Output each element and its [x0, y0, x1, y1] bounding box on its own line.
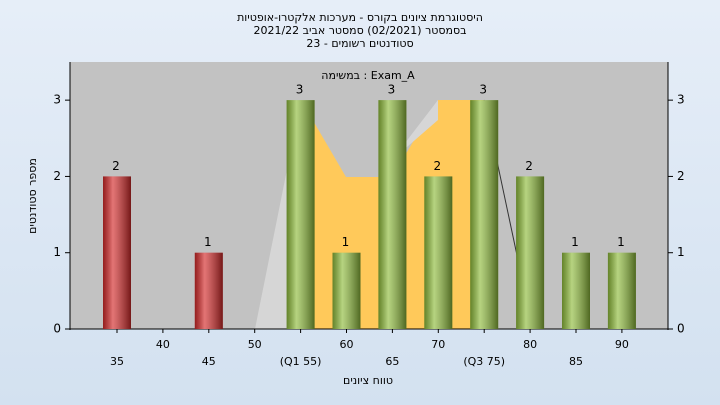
x-tick-label: 40: [156, 338, 170, 351]
y2-tick-label: 3: [677, 93, 685, 107]
title-line: היסטוגרמת ציונים בקורס - מערכות אלקטרו-א…: [237, 11, 483, 24]
bar-shine: [286, 100, 315, 330]
y-tick-label: 3: [53, 93, 61, 107]
value-label: 1: [342, 235, 350, 249]
value-label: 1: [617, 235, 625, 249]
y2-tick-label: 0: [677, 322, 685, 336]
value-label: 3: [479, 83, 487, 97]
y2-tick-label: 2: [677, 169, 685, 183]
x-tick-label: 70: [431, 338, 445, 351]
value-label: 2: [433, 159, 441, 173]
y-tick-label: 2: [53, 169, 61, 183]
value-label: 3: [388, 83, 396, 97]
x-tick-label: 50: [248, 338, 262, 351]
x-tick-label: 65: [385, 355, 399, 368]
bar-shine: [378, 100, 407, 330]
title-line: בסמסטר (02/2021) סמסטר אביב 2021/22: [253, 24, 466, 37]
value-label: 3: [296, 83, 304, 97]
bar-shine: [194, 252, 223, 329]
bar-shine: [607, 252, 636, 329]
y-axis-label: מספר סטודנטים: [26, 158, 39, 234]
bar-shine: [562, 252, 590, 329]
y-tick-label: 1: [53, 245, 61, 259]
y-tick-label: 0: [53, 322, 61, 336]
value-label: 2: [525, 159, 533, 173]
x-tick-label: 35: [110, 355, 124, 368]
x-tick-label: 90: [615, 338, 629, 351]
x-tick-label: 80: [523, 338, 537, 351]
value-label: 1: [571, 235, 579, 249]
x-tick-label: 85: [569, 355, 583, 368]
bar-shine: [470, 100, 499, 330]
x-tick-label: (Q3 75): [463, 355, 505, 368]
subtitle: במשימה : Exam_A: [321, 69, 415, 82]
bar-shine: [516, 176, 545, 329]
x-tick-label: 45: [202, 355, 216, 368]
title-line: סטודנטים רשומים - 23: [306, 37, 413, 50]
bar-shine: [424, 176, 453, 329]
value-label: 1: [204, 235, 212, 249]
value-label: 2: [112, 159, 120, 173]
x-axis-label: טווח ציונים: [343, 374, 393, 387]
bar-shine: [103, 176, 131, 329]
x-tick-label: (Q1 55): [280, 355, 322, 368]
x-tick-label: 60: [340, 338, 354, 351]
y2-tick-label: 1: [677, 245, 685, 259]
bar-shine: [332, 252, 361, 329]
